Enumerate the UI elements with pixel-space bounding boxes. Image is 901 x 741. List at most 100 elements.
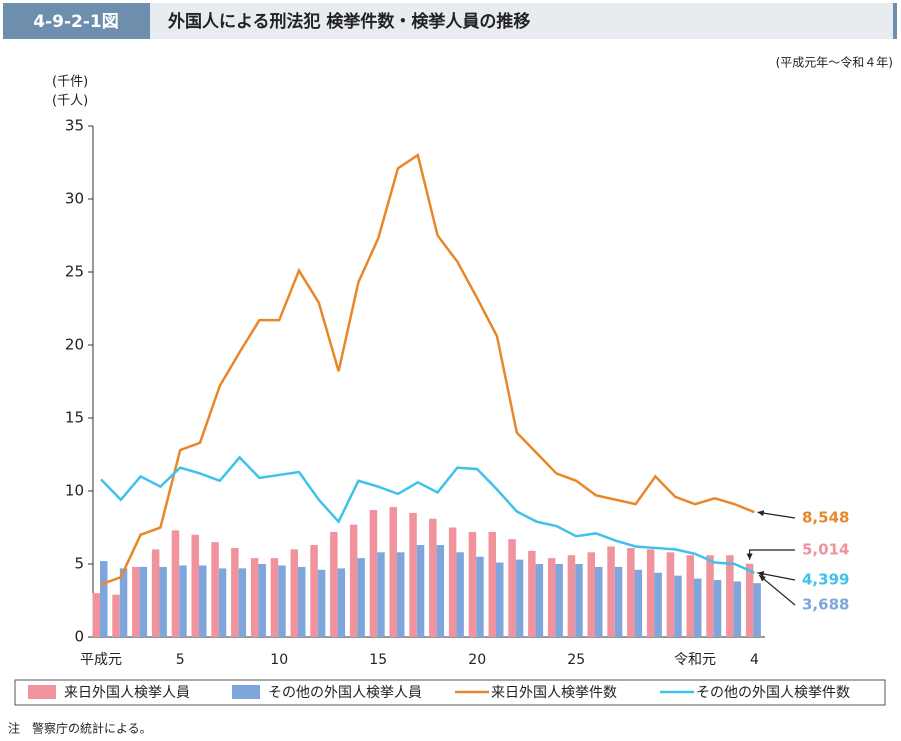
bar bbox=[508, 539, 516, 637]
y-tick-label: 10 bbox=[65, 482, 84, 500]
bar bbox=[258, 564, 266, 637]
bar bbox=[733, 581, 742, 637]
bar bbox=[270, 558, 279, 637]
legend-swatch bbox=[28, 685, 56, 699]
x-tick-label: 4 bbox=[750, 652, 759, 668]
title-band-edge bbox=[893, 3, 897, 39]
bar bbox=[119, 568, 128, 637]
x-tick-label: 5 bbox=[176, 652, 185, 668]
bar bbox=[713, 580, 722, 637]
bar bbox=[694, 578, 702, 637]
bar bbox=[646, 549, 655, 637]
bar bbox=[191, 534, 199, 637]
bar bbox=[634, 569, 643, 637]
bar bbox=[278, 565, 286, 637]
bar bbox=[317, 569, 326, 637]
legend-swatch bbox=[232, 685, 260, 699]
y-tick-label: 20 bbox=[65, 336, 84, 354]
x-tick-label: 令和元 bbox=[674, 652, 716, 668]
bar bbox=[745, 563, 754, 637]
arrow-head bbox=[757, 571, 765, 577]
bar bbox=[357, 558, 365, 637]
bar bbox=[112, 594, 120, 637]
value-label: 4,399 bbox=[802, 571, 849, 589]
bar bbox=[139, 566, 148, 637]
bar bbox=[515, 559, 524, 637]
bar bbox=[595, 566, 603, 637]
bar bbox=[409, 512, 417, 637]
bar bbox=[547, 558, 556, 637]
legend-box bbox=[14, 679, 886, 706]
label-arrow bbox=[757, 511, 796, 519]
arrow-head bbox=[746, 553, 753, 560]
line bbox=[100, 153, 755, 586]
bar bbox=[337, 568, 346, 637]
bar bbox=[654, 572, 662, 637]
bar bbox=[575, 564, 583, 637]
legend-label: その他の外国人検挙件数 bbox=[696, 685, 850, 701]
bar bbox=[250, 558, 259, 637]
x-tick-label: 25 bbox=[567, 652, 585, 668]
x-tick-label: 10 bbox=[270, 652, 288, 668]
bar bbox=[92, 593, 100, 637]
bar bbox=[567, 555, 576, 637]
bar bbox=[211, 542, 219, 637]
bar bbox=[706, 555, 714, 637]
figure-label-box bbox=[3, 3, 150, 39]
y-axis-label: (千人) bbox=[52, 94, 88, 109]
bar bbox=[218, 568, 227, 637]
value-label: 3,688 bbox=[802, 596, 849, 614]
figure-label: 4-9-2-1図 bbox=[33, 12, 118, 32]
bar bbox=[448, 527, 457, 637]
bar bbox=[238, 568, 247, 637]
bar bbox=[488, 531, 496, 637]
bar bbox=[496, 562, 504, 637]
bar bbox=[436, 545, 445, 637]
arrow-head bbox=[757, 510, 765, 517]
bar bbox=[290, 549, 298, 637]
bar bbox=[100, 561, 108, 637]
bar bbox=[666, 552, 675, 637]
line bbox=[100, 455, 755, 574]
bar bbox=[231, 547, 239, 637]
x-tick-label: 平成元 bbox=[80, 652, 122, 668]
label-arrow bbox=[757, 572, 796, 581]
bar bbox=[132, 566, 140, 637]
chart-title: 外国人による刑法犯 検挙件数・検挙人員の推移 bbox=[168, 11, 530, 32]
bar bbox=[199, 565, 207, 637]
bar bbox=[310, 545, 318, 637]
y-tick-label: 15 bbox=[65, 409, 84, 427]
bar bbox=[179, 565, 187, 637]
bar bbox=[171, 530, 180, 637]
bar bbox=[377, 552, 385, 637]
bar bbox=[627, 547, 635, 637]
bar bbox=[686, 555, 694, 637]
x-tick-label: 15 bbox=[369, 652, 387, 668]
x-tick-label: 20 bbox=[468, 652, 486, 668]
title-band bbox=[150, 3, 893, 39]
legend-label: その他の外国人検挙人員 bbox=[268, 685, 422, 701]
bar bbox=[468, 531, 477, 637]
y-axis-label: (千件) bbox=[52, 75, 88, 90]
bar bbox=[555, 564, 563, 637]
bar bbox=[429, 518, 437, 637]
bar bbox=[416, 545, 425, 637]
bar bbox=[389, 507, 397, 637]
legend-label: 来日外国人検挙人員 bbox=[64, 685, 190, 701]
bar bbox=[753, 583, 761, 637]
bar bbox=[330, 531, 338, 637]
bar bbox=[726, 555, 734, 637]
bar bbox=[587, 552, 595, 637]
bar bbox=[528, 550, 536, 637]
y-tick-label: 25 bbox=[65, 263, 84, 281]
bar bbox=[456, 552, 464, 637]
bar bbox=[476, 556, 484, 637]
value-label: 8,548 bbox=[802, 509, 849, 527]
bar bbox=[159, 566, 167, 637]
y-tick-label: 5 bbox=[74, 555, 84, 573]
label-arrow bbox=[758, 574, 796, 606]
bar bbox=[298, 566, 306, 637]
arrow-head bbox=[759, 575, 766, 582]
bar bbox=[369, 509, 378, 637]
bar bbox=[151, 549, 160, 637]
